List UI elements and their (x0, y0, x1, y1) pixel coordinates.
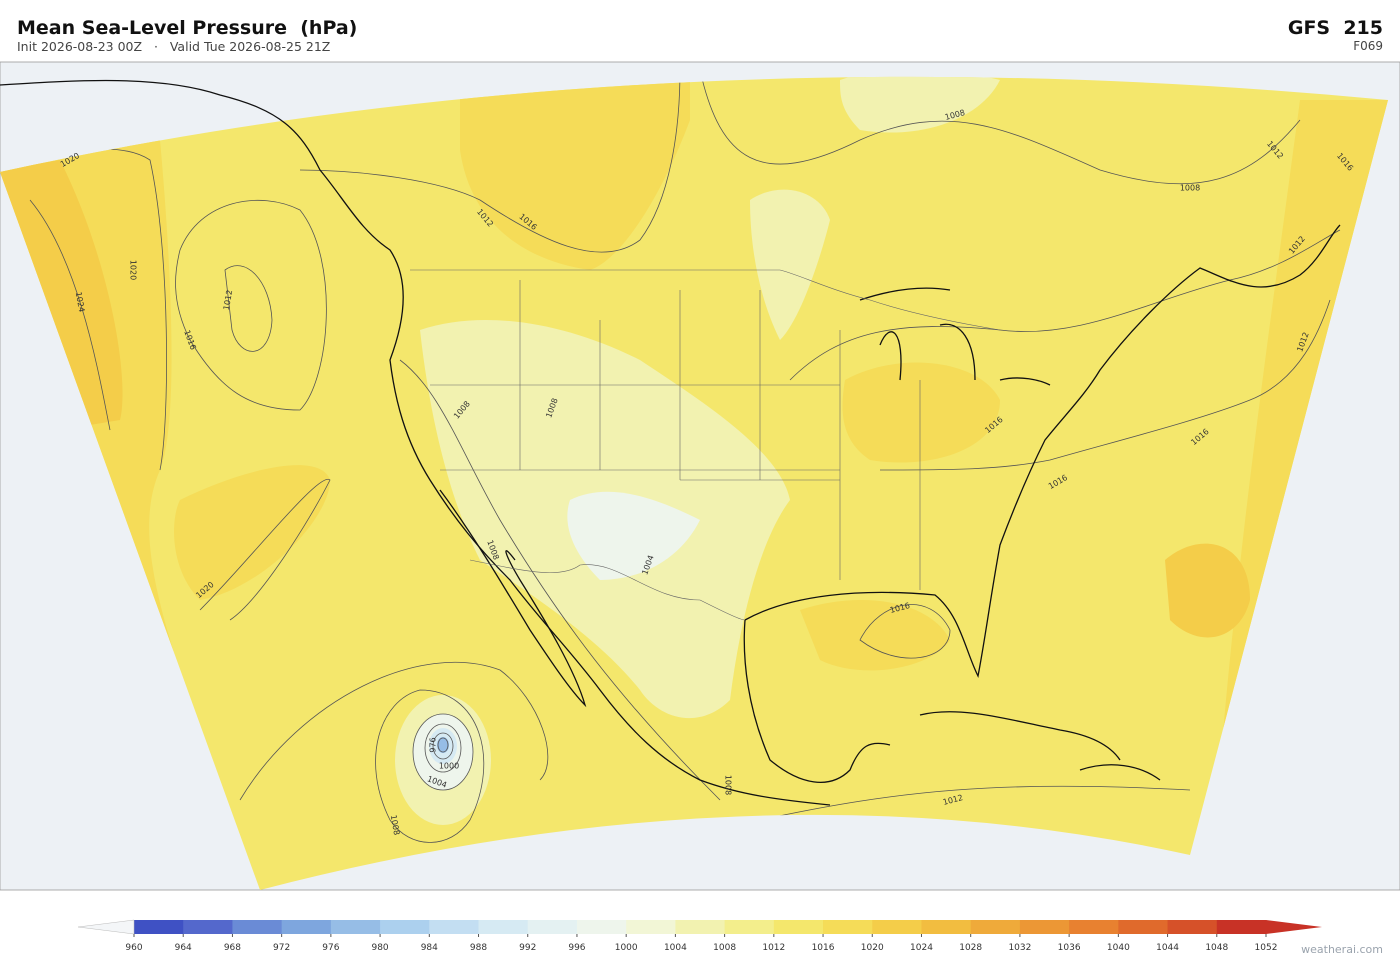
contour-label: 976 (429, 737, 438, 752)
forecast-hour: F069 (1353, 39, 1383, 53)
contour-label: 1008 (724, 775, 733, 795)
contour-label: 1000 (439, 762, 459, 771)
colorbar-tick-label: 1012 (762, 943, 785, 953)
colorbar-tick-label: 976 (322, 943, 339, 953)
colorbar-tick-label: 996 (568, 943, 585, 953)
colorbar-tick-label: 1008 (713, 943, 736, 953)
colorbar-tick-label: 1052 (1255, 943, 1278, 953)
colorbar-swatch (576, 920, 627, 934)
colorbar-tick-label: 964 (175, 943, 192, 953)
colorbar-swatch (872, 920, 922, 934)
colorbar-swatch (675, 920, 726, 934)
colorbar-swatch (134, 920, 184, 934)
colorbar-swatch (478, 920, 529, 934)
title: Mean Sea-Level Pressure (hPa) (17, 17, 357, 39)
colorbar-tick-label: 1004 (664, 943, 687, 953)
colorbar-tick-label: 1032 (1008, 943, 1031, 953)
colorbar-swatch (823, 920, 873, 934)
contour-label: 1008 (1180, 184, 1200, 193)
colorbar-swatch (1069, 920, 1119, 934)
colorbar-swatch (921, 920, 972, 934)
colorbar-swatch (1216, 920, 1267, 934)
colorbar-swatch (724, 920, 775, 934)
colorbar-swatch (970, 920, 1021, 934)
colorbar-swatch (1019, 920, 1070, 934)
colorbar-swatch (1118, 920, 1169, 934)
colorbar-tick-label: 988 (470, 943, 487, 953)
colorbar-tick-label: 1028 (959, 943, 982, 953)
colorbar-swatch (183, 920, 233, 934)
colorbar-swatch (281, 920, 332, 934)
colorbar-tick-label: 992 (519, 943, 536, 953)
contour-label: 1020 (129, 260, 138, 280)
colorbar-swatch (773, 920, 824, 934)
colorbar-swatch (626, 920, 676, 934)
colorbar-over (1266, 920, 1322, 934)
colorbar-tick-label: 1040 (1107, 943, 1130, 953)
borders (410, 269, 1001, 621)
contour-label: 1024 (74, 291, 86, 313)
colorbar-swatch (429, 920, 480, 934)
colorbar-swatch (232, 920, 283, 934)
colorbar-tick-label: 1000 (615, 943, 638, 953)
colorbar-tick-label: 1036 (1058, 943, 1081, 953)
colorbar-tick-label: 1048 (1205, 943, 1228, 953)
colorbar-tick-label: 1020 (861, 943, 884, 953)
colorbar-tick-label: 1016 (812, 943, 835, 953)
colorbar-tick-label: 984 (421, 943, 438, 953)
colorbar-tick-label: 1024 (910, 943, 933, 953)
colorbar: 960 964 968 972 976 980 984 988 992 996 1000 1004 10… (77, 919, 1322, 953)
colorbar-swatch (380, 920, 430, 934)
colorbar-tick-label: 960 (125, 943, 142, 953)
watermark: weatherai.com (1301, 943, 1383, 956)
colorbar-swatch (330, 920, 381, 934)
colorbar-tick-label: 968 (224, 943, 241, 953)
colorbar-swatch (1167, 920, 1218, 934)
colorbar-tick-label: 980 (371, 943, 388, 953)
coastlines (0, 79, 1341, 806)
colorbar-swatch (527, 920, 578, 934)
colorbar-under (77, 919, 135, 935)
contour-label: 1008 (389, 814, 401, 836)
contour-label: 1012 (222, 289, 234, 311)
colorbar-tick-label: 1044 (1156, 943, 1179, 953)
colorbar-tick-label: 972 (273, 943, 290, 953)
subtitle: Init 2026-08-23 00Z · Valid Tue 2026-08-… (17, 39, 330, 54)
model: GFS 215 (1288, 17, 1383, 39)
